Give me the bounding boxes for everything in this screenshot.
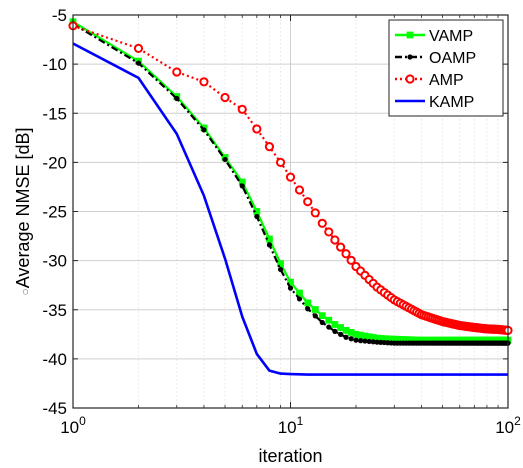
- data-point: [370, 339, 376, 345]
- data-point: [341, 249, 351, 259]
- data-point: [305, 306, 311, 312]
- data-point: [319, 319, 325, 326]
- data-point: [277, 260, 284, 267]
- legend-item: KAMP: [395, 94, 474, 111]
- series-kamp: [72, 42, 508, 376]
- x-tick-label: 101: [278, 414, 304, 437]
- data-point: [405, 74, 415, 84]
- data-point: [353, 337, 359, 343]
- data-point: [303, 197, 313, 207]
- data-point: [133, 43, 144, 54]
- data-point: [326, 324, 332, 330]
- data-point: [357, 338, 364, 344]
- data-point: [332, 328, 338, 334]
- y-axis-label: ○Average NMSE [dB]: [13, 128, 33, 296]
- data-point: [336, 242, 346, 252]
- data-point: [374, 339, 380, 345]
- data-point: [343, 334, 349, 340]
- data-point: [338, 331, 344, 337]
- data-point: [348, 336, 354, 342]
- data-point: [296, 296, 303, 302]
- data-point: [285, 172, 296, 182]
- data-point: [222, 156, 228, 163]
- data-point: [304, 299, 312, 307]
- data-point: [362, 338, 368, 344]
- legend-label: AMP: [429, 72, 464, 89]
- data-point: [346, 255, 356, 265]
- data-point: [366, 338, 372, 345]
- data-point: [287, 285, 294, 291]
- y-tick-label: -35: [42, 301, 67, 320]
- series-layer: [68, 18, 513, 376]
- data-point: [239, 183, 245, 189]
- series-line: [72, 42, 508, 376]
- data-point: [311, 306, 319, 313]
- data-point: [172, 67, 182, 77]
- legend-label: VAMP: [429, 28, 473, 45]
- legend-item: OAMP: [395, 50, 476, 67]
- data-point: [252, 124, 262, 134]
- data-point: [199, 77, 209, 87]
- data-point: [331, 321, 339, 328]
- x-tick-label: 100: [60, 414, 86, 437]
- y-tick-label: -15: [42, 104, 67, 123]
- data-point: [407, 54, 413, 60]
- data-point: [406, 31, 414, 39]
- data-point: [277, 266, 284, 273]
- data-point: [310, 208, 320, 218]
- x-tick-label: 102: [495, 414, 521, 437]
- legend-label: KAMP: [429, 94, 474, 111]
- legend-item: AMP: [395, 72, 464, 89]
- series-amp: [68, 21, 513, 335]
- x-axis-label: iteration: [258, 446, 322, 466]
- data-point: [275, 157, 286, 167]
- y-tick-label: -45: [42, 399, 67, 418]
- y-tick-label: -25: [42, 203, 67, 222]
- data-point: [312, 313, 318, 319]
- series-oamp: [70, 21, 511, 346]
- data-point: [237, 104, 247, 114]
- data-point: [324, 227, 334, 237]
- data-point: [254, 213, 260, 220]
- data-point: [201, 127, 207, 133]
- data-point: [174, 95, 180, 102]
- y-tick-label: -40: [42, 350, 67, 369]
- data-point: [318, 312, 326, 320]
- data-point: [325, 316, 333, 324]
- data-point: [264, 142, 275, 152]
- y-tick-label: -20: [42, 153, 67, 172]
- data-point: [330, 235, 340, 245]
- y-tick-label: -30: [42, 252, 67, 271]
- legend: VAMP OAMP AMP KAMP: [388, 19, 504, 117]
- data-point: [317, 218, 327, 228]
- data-point: [220, 92, 230, 103]
- y-tick-label: -5: [52, 6, 67, 25]
- data-point: [296, 289, 303, 297]
- data-point: [266, 242, 273, 248]
- data-point: [135, 60, 142, 66]
- data-point: [287, 278, 294, 286]
- y-tick-label: -10: [42, 55, 67, 74]
- data-point: [294, 185, 305, 195]
- legend-item: VAMP: [395, 28, 473, 45]
- legend-label: OAMP: [429, 50, 476, 67]
